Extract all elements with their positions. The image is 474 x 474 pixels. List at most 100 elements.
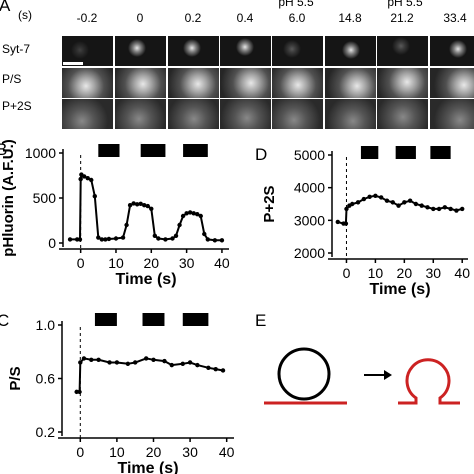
data-line [76, 357, 224, 393]
vesicle-circle [277, 347, 331, 401]
data-point [77, 389, 82, 395]
y-tick-label: 5000 [294, 147, 325, 163]
ph-stimulus-bar [142, 313, 165, 326]
y-tick-label: 0.2 [36, 424, 56, 440]
ph-stimulus-bar [140, 144, 166, 157]
data-point [384, 198, 390, 203]
time-label: 6.0 [288, 11, 306, 25]
data-point [81, 174, 87, 179]
data-point [143, 356, 149, 361]
data-point [162, 358, 167, 364]
microscopy-cell [430, 36, 474, 66]
y-tick-label: 0 [48, 235, 56, 251]
x-tick-label: 30 [182, 444, 198, 460]
microscopy-cell [168, 99, 219, 129]
x-tick-label: 30 [179, 255, 195, 271]
time-label: 0.4 [236, 11, 254, 25]
data-point [361, 196, 367, 202]
data-point [460, 206, 465, 212]
data-point [402, 200, 407, 205]
data-point [107, 360, 112, 365]
data-point [220, 368, 226, 373]
data-point [127, 203, 133, 208]
data-point [131, 201, 136, 206]
data-point [373, 193, 378, 199]
data-point [114, 360, 120, 365]
data-point [77, 237, 83, 242]
data-point [67, 237, 73, 242]
data-point [419, 203, 424, 208]
data-point [145, 203, 150, 209]
data-point [151, 357, 156, 362]
microscopy-cell [220, 99, 271, 129]
data-point [378, 195, 384, 200]
data-point [390, 200, 395, 205]
data-point [132, 360, 138, 365]
data-point [187, 210, 193, 215]
data-point [355, 200, 361, 205]
panel-d-letter: D [255, 145, 268, 164]
data-point [454, 208, 459, 213]
microscopy-cell [115, 68, 166, 98]
data-point [343, 221, 349, 226]
microscopy-cell [272, 99, 323, 129]
data-point [413, 201, 419, 207]
microscopy-cell [168, 68, 219, 98]
data-point [407, 198, 413, 203]
data-point [149, 206, 154, 211]
data-point [195, 362, 200, 368]
data-point [431, 206, 436, 212]
data-point [191, 211, 196, 216]
microscopy-cell [325, 36, 376, 66]
data-point [335, 219, 340, 225]
data-point [89, 177, 94, 183]
data-point [205, 237, 211, 242]
time-label: 0 [136, 11, 144, 25]
data-line [337, 194, 463, 225]
x-tick-label: 0 [343, 265, 351, 281]
microscopy-cell [377, 36, 428, 66]
microscopy-cell [115, 36, 166, 66]
x-axis-label: Time (s) [117, 460, 178, 474]
data-point [219, 238, 225, 243]
data-point [180, 361, 185, 366]
data-line [70, 172, 222, 242]
panel-a-letter: A [0, 0, 11, 15]
data-point [99, 237, 105, 242]
data-point [344, 206, 349, 212]
data-point [350, 201, 355, 207]
time-label: 0.2 [184, 11, 202, 25]
y-tick-label: 1.0 [36, 317, 56, 333]
chart-b: 0 500 1000 0 10 20 30 40 Time (s) pHluorin (A.F.U… [0, 140, 230, 288]
microscopy-cell [62, 99, 113, 129]
x-tick-label: 10 [109, 444, 125, 460]
data-point [96, 235, 101, 240]
y-axis-label: P+2S [261, 185, 278, 222]
chart-c: 0.2 0.6 1.0 0 10 20 30 40 Time (s) P/S [7, 313, 235, 474]
microscopy-cell [272, 68, 323, 98]
microscopy-cell [430, 68, 474, 98]
y-tick-label: 0.6 [36, 371, 56, 387]
panel-b-letter: B [0, 140, 8, 159]
data-point [113, 236, 119, 241]
data-point [163, 237, 168, 242]
chart-d: 2000 3000 4000 5000 0 10 20 30 40 Time (s) P+2S [261, 146, 470, 298]
microscopy-cell [220, 68, 271, 98]
y-axis-label: pHluorin (A.F.U.) [0, 140, 17, 257]
data-point [125, 361, 131, 366]
x-tick-label: 20 [397, 265, 413, 281]
x-tick-label: 40 [214, 255, 230, 271]
data-point [173, 233, 179, 238]
arrow-head-icon [384, 370, 392, 380]
data-point [124, 222, 129, 228]
data-point [425, 205, 430, 210]
data-point [103, 237, 108, 242]
y-tick-label: 2000 [294, 245, 325, 261]
scale-bar [63, 62, 83, 65]
data-point [85, 176, 90, 181]
ph-label-2: pH 5.5 [387, 0, 423, 9]
time-label: -0.2 [76, 11, 98, 25]
y-tick-label: 1000 [25, 145, 56, 161]
ph-stimulus-bar [98, 144, 120, 157]
data-point [198, 213, 203, 219]
